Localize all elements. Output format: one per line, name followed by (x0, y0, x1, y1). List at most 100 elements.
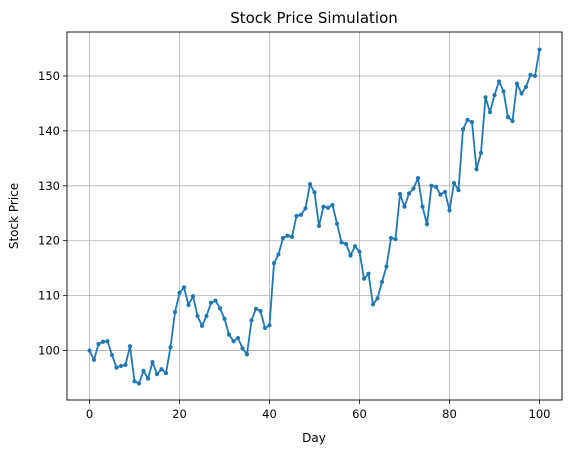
data-point (249, 318, 254, 323)
data-point (217, 306, 223, 311)
data-point (222, 316, 227, 321)
data-point (451, 180, 457, 186)
data-point (492, 93, 497, 98)
data-point (91, 357, 97, 363)
data-point (370, 302, 376, 307)
data-point (109, 352, 115, 358)
data-point (267, 323, 272, 328)
data-point (127, 344, 133, 349)
data-point (172, 310, 178, 315)
y-tick-label: 100 (38, 344, 60, 358)
data-point (204, 313, 209, 319)
x-tick-label: 20 (172, 407, 187, 421)
data-point (141, 368, 146, 373)
data-point (505, 115, 511, 120)
data-point (361, 276, 367, 281)
data-point (388, 235, 394, 241)
data-point (447, 208, 452, 213)
data-point (460, 127, 466, 132)
data-point (379, 279, 385, 285)
data-point (96, 341, 101, 347)
data-point (424, 222, 430, 227)
data-point (478, 150, 484, 155)
y-tick-label: 120 (38, 234, 60, 248)
data-point (393, 236, 398, 242)
data-point (469, 119, 475, 125)
data-point (258, 308, 263, 314)
data-point (357, 249, 362, 254)
data-point (487, 110, 493, 115)
data-point (208, 300, 214, 305)
data-point (429, 183, 434, 188)
y-tick-label: 110 (38, 289, 60, 303)
x-tick-label: 100 (529, 407, 551, 421)
data-point (397, 191, 403, 197)
y-axis-label: Stock Price (7, 183, 21, 249)
data-point (402, 204, 407, 209)
data-point (339, 240, 344, 245)
data-point (271, 261, 277, 266)
data-point (375, 296, 380, 301)
data-point (244, 352, 250, 357)
x-axis-label: Day (302, 431, 326, 445)
x-tick-label: 40 (262, 407, 277, 421)
chart-title: Stock Price Simulation (230, 9, 398, 27)
y-tick-label: 150 (38, 69, 60, 83)
data-point (406, 191, 412, 196)
data-point (289, 234, 295, 239)
data-point (163, 370, 169, 376)
data-point (235, 335, 241, 341)
data-point (154, 372, 160, 377)
data-point (136, 381, 142, 386)
data-point (532, 73, 538, 79)
plot-area (87, 47, 542, 386)
data-point (195, 313, 200, 319)
data-point (114, 365, 119, 370)
data-point (213, 298, 218, 303)
data-point (384, 264, 389, 269)
data-point (456, 188, 461, 193)
y-axis: 100 110 120 130 140 150 (38, 69, 67, 358)
data-point (519, 91, 524, 96)
data-point (312, 190, 317, 195)
data-point (100, 339, 106, 344)
data-point (294, 213, 299, 219)
x-tick-label: 60 (352, 407, 367, 421)
data-point (226, 332, 232, 337)
data-point (150, 360, 155, 365)
data-point (181, 285, 187, 290)
data-point (528, 72, 533, 77)
data-point (262, 325, 268, 331)
series-line (88, 49, 541, 385)
data-point (199, 323, 205, 328)
data-point (510, 118, 515, 124)
data-point (433, 184, 439, 189)
data-point (168, 345, 173, 350)
data-point (415, 176, 421, 181)
x-tick-label: 80 (442, 407, 457, 421)
data-point (316, 223, 322, 228)
x-axis: 0 20 40 60 80 100 (86, 400, 551, 421)
data-point (330, 202, 335, 208)
data-point (343, 241, 349, 247)
x-tick-label: 0 (86, 407, 93, 421)
data-point (285, 233, 290, 238)
data-point (87, 348, 92, 353)
data-point (474, 167, 479, 172)
data-point (307, 182, 313, 187)
data-point (231, 339, 236, 344)
data-point (438, 192, 443, 197)
data-point (420, 204, 425, 209)
data-point (483, 95, 488, 100)
data-point (501, 89, 506, 94)
data-point (276, 252, 281, 257)
data-point (514, 81, 520, 86)
data-point (280, 235, 286, 241)
data-point (132, 379, 137, 384)
axes-frame (66, 31, 563, 401)
data-point (465, 117, 470, 122)
data-point (177, 290, 182, 295)
y-tick-label: 130 (38, 179, 60, 193)
data-point (105, 339, 110, 344)
